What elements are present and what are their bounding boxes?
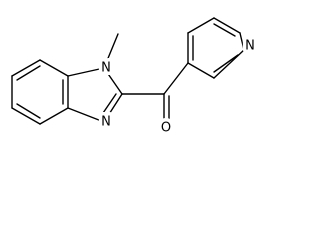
bond (103, 93, 123, 123)
molecule-diagram: N N N O (11, 17, 259, 139)
bond (39, 59, 69, 77)
bond (187, 62, 215, 79)
atom-label: O (161, 121, 171, 136)
bond (103, 33, 119, 69)
atom-label: N (101, 61, 111, 76)
bond (103, 67, 123, 95)
bond (11, 59, 41, 77)
double-bond-inner (213, 54, 239, 73)
double-bond-inner (100, 93, 117, 117)
double-bond-inner (213, 23, 236, 37)
bond (67, 67, 105, 77)
bond (67, 107, 105, 123)
bond (187, 17, 215, 34)
bond (39, 107, 69, 125)
bond (213, 17, 241, 34)
bond (11, 107, 41, 125)
double-bond-inner (16, 65, 41, 81)
bond (239, 32, 245, 51)
bond (213, 49, 245, 79)
atom-label: N (245, 39, 255, 54)
bond (163, 62, 189, 95)
atom-labels: N N N O (98, 35, 259, 139)
atom-label: N (101, 115, 111, 130)
bonds (11, 17, 245, 125)
double-bond-inner (16, 103, 41, 119)
